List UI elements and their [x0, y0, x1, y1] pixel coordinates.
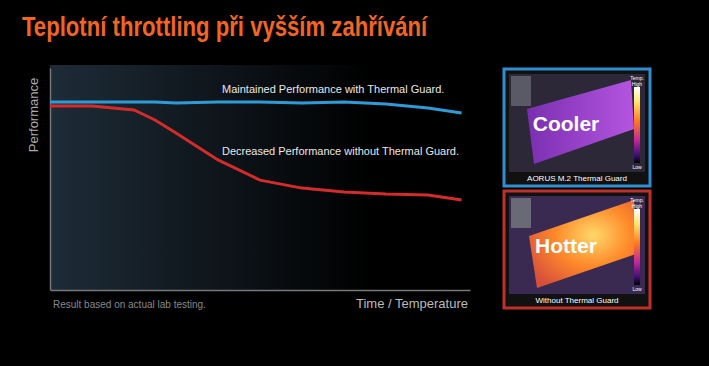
colorbar	[634, 87, 640, 163]
panel-frame	[504, 191, 650, 308]
axis-line	[51, 290, 471, 292]
series-line	[50, 106, 462, 200]
panel-frame	[504, 69, 650, 186]
panel-caption: AORUS M.2 Thermal Guard	[527, 174, 627, 183]
thermal-panel: Temp.HighLowHotterWithout Thermal Guard	[504, 191, 650, 308]
image-shape	[529, 200, 636, 288]
image-shape	[527, 80, 634, 164]
x-axis	[51, 290, 471, 291]
image-bg	[509, 74, 645, 172]
image-shape	[511, 76, 531, 106]
image-bg	[509, 196, 645, 294]
annotation: Result based on actual lab testing.	[53, 299, 206, 310]
panel-label: Hotter	[535, 234, 597, 257]
colorbar-label: Low	[632, 164, 642, 170]
series-label: Maintained Performance with Thermal Guar…	[222, 83, 444, 95]
colorbar-label: Low	[632, 286, 642, 292]
lines	[50, 102, 462, 200]
plot-background	[50, 65, 478, 290]
colorbar	[634, 209, 640, 285]
thermal-panel: Temp.HighLowCoolerAORUS M.2 Thermal Guar…	[504, 69, 650, 186]
x-axis-title: Time / Temperature	[356, 296, 468, 311]
chart: Teplotní throttling při vyšším zahřívání…	[0, 0, 709, 366]
panel-label: Cooler	[533, 112, 600, 135]
colorbar-label: High	[632, 81, 643, 87]
colorbar-label: High	[632, 203, 643, 209]
panel-caption: Without Thermal Guard	[536, 296, 619, 305]
image-shape	[511, 198, 531, 228]
series-label: Decreased Performance without Thermal Gu…	[222, 145, 459, 157]
background	[0, 0, 709, 366]
y-axis-title: Performance	[26, 78, 41, 152]
title: Teplotní throttling při vyšším zahřívání	[22, 12, 428, 42]
